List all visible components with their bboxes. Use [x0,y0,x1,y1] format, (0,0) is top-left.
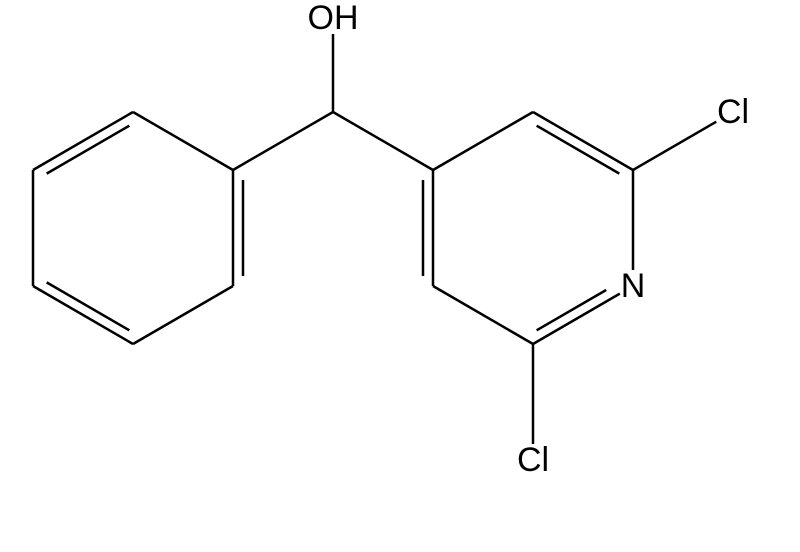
bonds-layer [33,34,716,444]
bond [33,112,133,170]
labels-layer: OH N Cl Cl [308,0,750,479]
bond [233,112,333,170]
bond-double-inner [47,126,130,174]
bond [433,112,533,170]
bond [133,286,233,344]
bond [633,122,716,170]
bond-double-inner [537,290,607,330]
bond-double-inner [47,282,130,330]
bond [533,112,633,170]
bond [33,286,133,344]
atom-label-n: N [621,267,646,305]
bond [433,286,533,344]
molecule-diagram: OH N Cl Cl [0,0,800,552]
atom-label-cl: Cl [717,93,749,131]
bond [133,112,233,170]
atom-label-oh: OH [308,0,359,37]
bond [333,112,433,170]
bond-double-inner [537,126,620,174]
atom-label-cl: Cl [517,441,549,479]
bond [533,294,620,344]
